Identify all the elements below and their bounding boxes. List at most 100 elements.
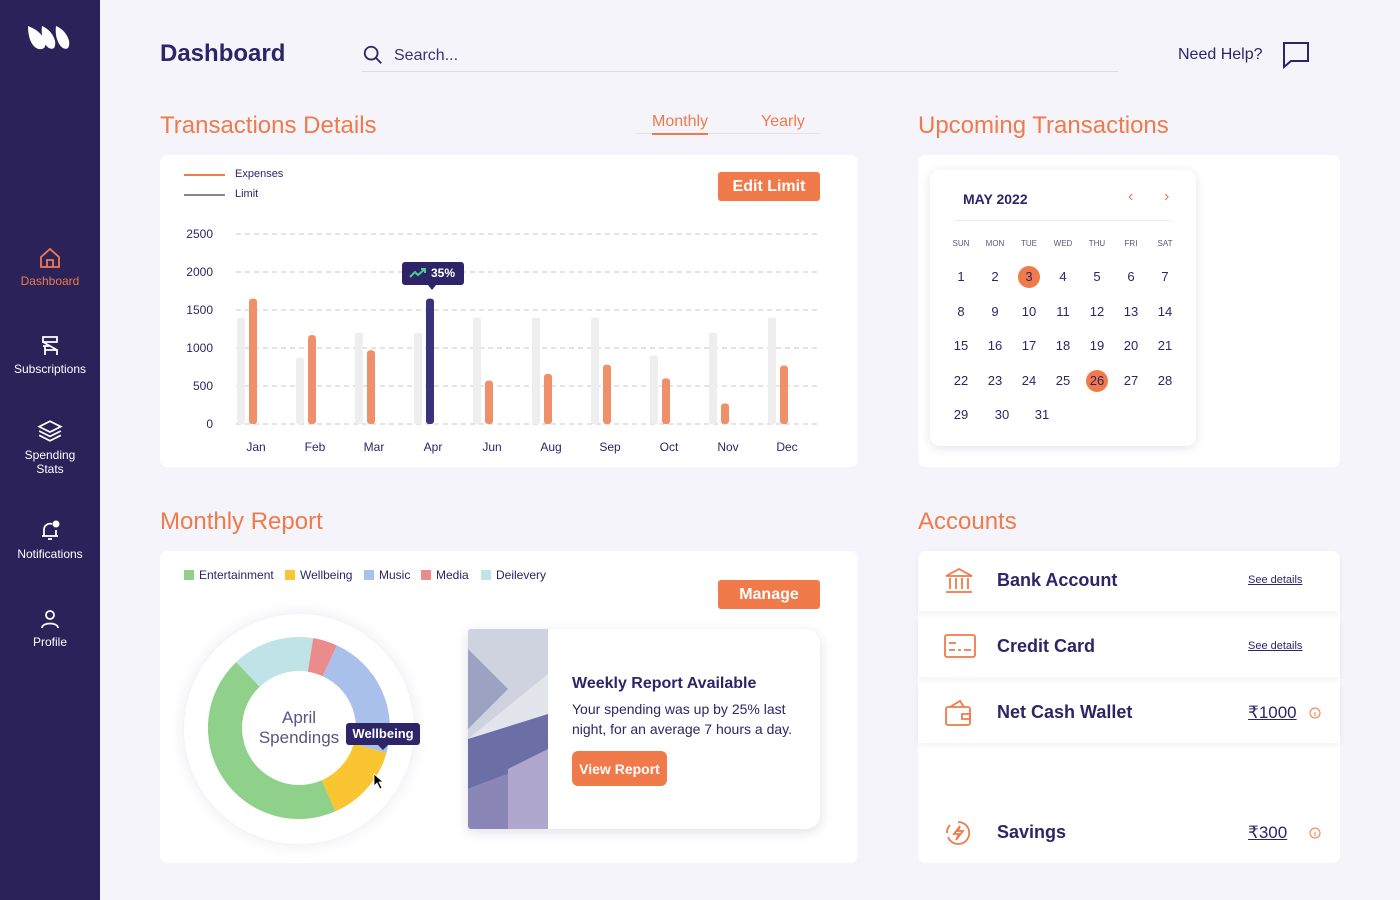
calendar-day[interactable]: 22 <box>953 372 969 388</box>
calendar-day[interactable]: 12 <box>1089 303 1105 319</box>
calendar-day[interactable]: 9 <box>991 303 999 319</box>
calendar-day[interactable]: 26 <box>1086 369 1108 392</box>
transactions-tabs: Monthly Yearly <box>636 110 820 135</box>
legend-swatch <box>481 570 491 580</box>
view-report-button[interactable]: View Report <box>572 751 667 786</box>
search-icon[interactable] <box>362 44 384 66</box>
account-name: Bank Account <box>997 570 1118 590</box>
calendar-prev-button[interactable]: ‹ <box>1128 188 1134 205</box>
account-row-savings[interactable]: Savings ₹300 <box>918 803 1340 863</box>
nav-item-profile[interactable]: Profile <box>0 607 100 649</box>
calendar-day[interactable]: 30 <box>994 407 1010 422</box>
chat-icon[interactable] <box>1281 40 1311 70</box>
tab-monthly[interactable]: Monthly <box>652 113 709 135</box>
calendar-day[interactable]: 31 <box>1034 407 1050 422</box>
monthly-report-title: Monthly Report <box>160 508 323 535</box>
page-title: Dashboard <box>160 40 286 67</box>
legend-swatch <box>285 570 295 580</box>
calendar-day[interactable]: 23 <box>987 372 1003 388</box>
calendar-weekday: SUN <box>952 239 970 248</box>
nav-label: Dashboard <box>20 274 80 288</box>
accounts-title: Accounts <box>918 508 1017 535</box>
nav-item-spending-stats[interactable]: Spending Stats <box>0 418 100 476</box>
manage-button[interactable]: Manage <box>718 580 820 609</box>
legend-music: Music <box>364 568 410 582</box>
donut-tooltip: Wellbeing <box>346 723 420 750</box>
calendar-day[interactable]: 8 <box>957 303 965 319</box>
calendar-day[interactable]: 4 <box>1059 269 1067 284</box>
legend-label: Entertainment <box>199 568 274 582</box>
edit-limit-button[interactable]: Edit Limit <box>718 172 820 201</box>
upcoming-title: Upcoming Transactions <box>918 112 1169 139</box>
legend-expenses-label: Expenses <box>235 168 284 180</box>
calendar-day[interactable]: 16 <box>987 338 1003 353</box>
layers-icon <box>37 420 63 442</box>
calendar-day[interactable]: 11 <box>1056 303 1070 319</box>
account-row-bank[interactable]: Bank Account See details <box>918 551 1340 611</box>
calendar-day[interactable]: 27 <box>1123 372 1139 388</box>
account-row-wallet[interactable]: Net Cash Wallet ₹1000 <box>918 683 1340 743</box>
calendar-day[interactable]: 21 <box>1157 338 1173 353</box>
calendar-weekday: THU <box>1088 239 1106 248</box>
calendar-day[interactable]: 14 <box>1157 303 1173 319</box>
info-icon[interactable] <box>1309 707 1321 719</box>
calendar: MAY 2022 ‹ › SUN MON TUE WED THU FRI SAT 1 2 3 4 5 6… <box>930 170 1196 446</box>
legend-label: Media <box>436 568 469 582</box>
calendar-day[interactable]: 10 <box>1021 303 1037 319</box>
account-name: Savings <box>997 822 1067 842</box>
calendar-day[interactable]: 17 <box>1021 338 1037 353</box>
tab-yearly[interactable]: Yearly <box>761 113 805 130</box>
weekly-report-title: Weekly Report Available <box>572 675 757 692</box>
weekly-report-text: Your spending was up by 25% last night, … <box>572 701 792 737</box>
account-value: ₹300 <box>1248 823 1288 842</box>
legend-expenses-line <box>184 174 225 176</box>
calendar-day[interactable]: 15 <box>953 338 969 353</box>
transactions-card <box>160 155 858 467</box>
calendar-day[interactable]: 29 <box>953 407 969 422</box>
calendar-weekday: WED <box>1053 239 1073 248</box>
calendar-day[interactable]: 5 <box>1093 269 1101 284</box>
calendar-day[interactable]: 1 <box>957 269 965 284</box>
search-bar <box>362 40 1118 72</box>
calendar-day[interactable]: 25 <box>1055 372 1071 388</box>
chart-tooltip: 35% <box>402 262 464 290</box>
nav-item-notifications[interactable]: Notifications <box>0 519 100 561</box>
calendar-day[interactable]: 3 <box>1018 266 1040 288</box>
bank-icon <box>945 567 973 593</box>
search-input[interactable] <box>394 44 1094 68</box>
see-details-link[interactable]: See details <box>1248 574 1303 586</box>
info-icon[interactable] <box>1309 827 1321 839</box>
logo-icon <box>28 26 70 50</box>
subscriptions-icon <box>42 336 58 355</box>
legend-delivery: Deilevery <box>481 568 546 582</box>
calendar-day[interactable]: 24 <box>1021 372 1037 388</box>
calendar-day[interactable]: 13 <box>1123 303 1139 319</box>
see-details-link[interactable]: See details <box>1248 640 1303 652</box>
nav-item-dashboard[interactable]: Dashboard <box>0 246 100 288</box>
savings-icon <box>946 821 971 845</box>
user-icon <box>41 610 59 629</box>
calendar-day[interactable]: 19 <box>1089 338 1105 353</box>
calendar-day[interactable]: 2 <box>991 269 999 284</box>
calendar-day[interactable]: 7 <box>1161 269 1169 284</box>
calendar-day[interactable]: 6 <box>1127 269 1135 284</box>
nav-item-subscriptions[interactable]: Subscriptions <box>0 334 100 376</box>
account-name: Credit Card <box>997 636 1096 656</box>
donut-label-month: April <box>281 708 316 727</box>
help-link[interactable]: Need Help? <box>1178 46 1263 63</box>
account-name: Net Cash Wallet <box>997 702 1133 722</box>
calendar-weekday: SAT <box>1157 239 1173 248</box>
calendar-day[interactable]: 18 <box>1055 338 1071 353</box>
wallet-icon <box>945 699 971 726</box>
legend-label: Music <box>379 568 411 582</box>
calendar-day[interactable]: 28 <box>1157 372 1173 388</box>
account-row-credit-card[interactable]: Credit Card See details <box>918 617 1340 677</box>
account-value: ₹1000 <box>1248 703 1297 722</box>
calendar-weekday: FRI <box>1124 239 1138 248</box>
legend-label: Wellbeing <box>300 568 353 582</box>
report-illustration <box>468 629 548 829</box>
transactions-title: Transactions Details <box>160 112 377 139</box>
nav-label: Profile <box>32 635 67 649</box>
calendar-next-button[interactable]: › <box>1164 188 1170 205</box>
calendar-day[interactable]: 20 <box>1123 338 1139 353</box>
